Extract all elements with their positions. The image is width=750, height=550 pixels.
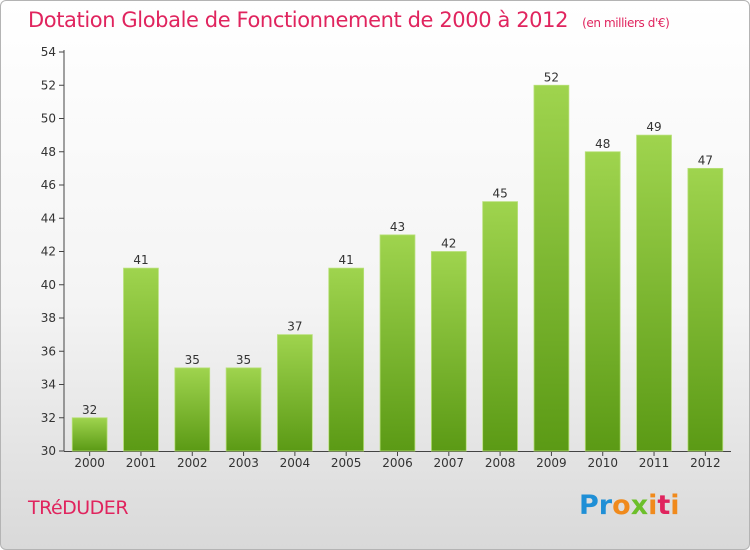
y-tick-label: 52 [41,78,56,92]
bar [584,151,621,452]
bar [174,367,211,452]
x-tick-label: 2003 [228,456,259,470]
x-tick-label: 2012 [690,456,721,470]
data-label: 42 [441,237,456,251]
bar [277,334,313,452]
bar [71,417,108,452]
data-label: 41 [133,253,148,267]
y-tick-label: 48 [41,145,56,159]
x-tick-label: 2002 [177,456,208,470]
commune-name: TRéDUDER [28,497,129,519]
y-tick-label: 40 [41,278,56,292]
x-tick-label: 2000 [74,456,105,470]
data-label: 32 [82,403,97,417]
y-tick-label: 32 [41,411,56,425]
data-label: 48 [595,137,610,151]
y-tick-label: 42 [41,245,56,259]
logo-letter: o [612,490,631,521]
logo-letter: i [670,490,680,521]
data-label: 41 [339,253,354,267]
data-label: 37 [287,320,302,334]
y-tick-label: 44 [41,211,56,225]
data-label: 52 [544,70,559,84]
y-tick-label: 50 [41,112,56,126]
bar [328,267,365,452]
x-tick-label: 2009 [536,456,567,470]
y-tick-label: 54 [41,45,56,59]
logo-letter: t [657,490,671,521]
bar [123,267,159,452]
data-labels: 32 41 35 35 37 41 43 42 45 52 48 49 47 [82,70,713,417]
chart-title: Dotation Globale de Fonctionnement de 20… [28,8,670,32]
bar [379,234,416,452]
y-tick-label: 46 [41,178,56,192]
bar [225,367,262,452]
logo-letter: i [648,490,658,521]
x-tick-label: 2011 [639,456,670,470]
bar [482,201,518,452]
data-label: 35 [236,353,251,367]
data-label: 45 [492,187,507,201]
x-tick-label: 2008 [485,456,516,470]
x-tick-label: 2001 [126,456,157,470]
x-tick-label: 2007 [434,456,465,470]
axes: 30 32 34 36 38 40 42 44 46 48 50 52 54 2000 2001 2002 20… [41,45,731,470]
bars [71,84,724,452]
y-tick-label: 34 [41,378,56,392]
data-label: 49 [646,120,661,134]
logo-letter: r [598,490,613,521]
y-tick-label: 30 [41,444,56,458]
proxiti-logo: Proxiti [579,490,680,521]
data-label: 43 [390,220,405,234]
data-label: 47 [698,153,713,167]
data-label: 35 [185,353,200,367]
bar [636,134,672,452]
bar [687,167,724,452]
x-tick-label: 2006 [382,456,413,470]
chart-title-text: Dotation Globale de Fonctionnement de 20… [28,8,569,32]
x-tick-label: 2004 [280,456,311,470]
bar [430,251,467,452]
x-tick-label: 2010 [587,456,618,470]
y-tick-label: 36 [41,344,56,358]
logo-letter: P [579,490,599,521]
bar [533,84,570,452]
y-tick-label: 38 [41,311,56,325]
chart-unit: (en milliers d'€) [582,16,670,30]
logo-letter: x [630,490,649,521]
x-tick-label: 2005 [331,456,362,470]
